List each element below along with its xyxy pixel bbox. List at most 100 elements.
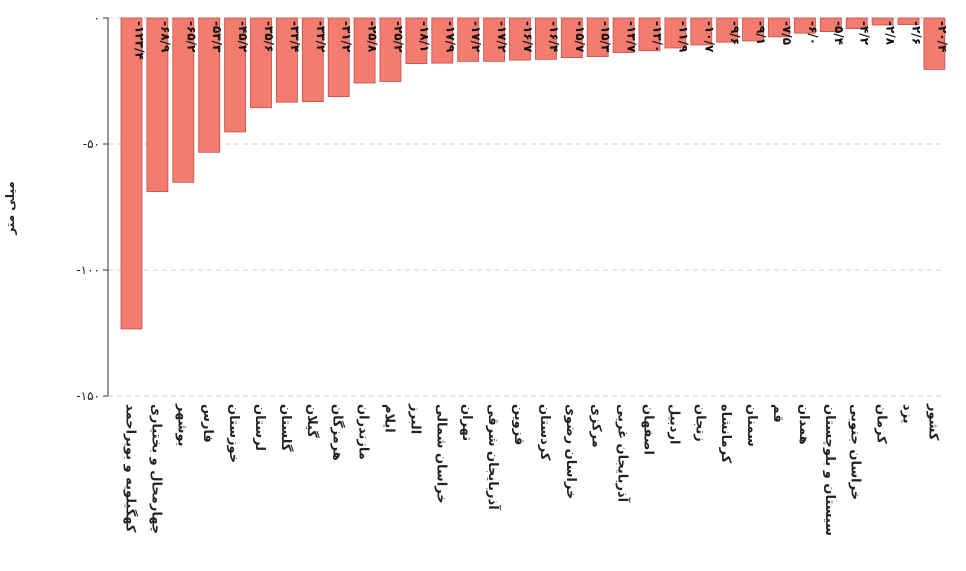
value-label: -۹/۱ (754, 21, 768, 45)
value-label: -۳۳/۲ (314, 21, 328, 53)
value-label: -۱۳/۰ (651, 21, 665, 52)
category-label: آذربایجان غربی (615, 404, 632, 503)
category-label: کهگیلویه و بویراحمد (123, 404, 139, 533)
bar (690, 17, 713, 46)
category-label: گیلان (304, 404, 320, 438)
category-label: خوزستان (226, 404, 241, 463)
value-label: -۱۶/۴ (547, 21, 561, 52)
value-label: -۱۷/۹ (443, 21, 457, 53)
bar (379, 17, 402, 82)
category-label: قزوین (511, 404, 526, 445)
bar (897, 17, 920, 25)
bar (405, 17, 428, 65)
category-label: فارس (200, 404, 215, 443)
y-tick-label: -۱۵۰ (76, 389, 100, 403)
bar (250, 17, 272, 109)
bar (871, 17, 894, 26)
value-label: -۱۳/۷ (625, 21, 639, 53)
value-label: -۶۵/۲ (184, 21, 198, 53)
bar (535, 17, 557, 60)
value-label: -۱۲۳/۴ (133, 21, 147, 60)
category-label: اردبیل (666, 404, 681, 444)
bar (483, 17, 506, 62)
category-label: تهران (459, 404, 474, 441)
value-label: -۲۵/۲ (392, 21, 406, 53)
category-label: اصفهان (641, 404, 656, 455)
value-label: -۱۱/۹ (676, 21, 690, 53)
category-labels: کهگیلویه و بویراحمد چهارمحال و بختیاری بوش… (123, 403, 941, 536)
category-label: خراسان رضوی (563, 404, 578, 499)
bar (742, 17, 764, 42)
value-label: -۱۰/۷ (702, 21, 716, 53)
value-label: -۱۵/۳ (599, 21, 613, 53)
category-label: کشور (925, 403, 940, 441)
value-label: -۱۷/۲ (495, 21, 509, 53)
bar (275, 17, 298, 103)
bar (819, 17, 842, 33)
value-label: -۴۵/۲ (236, 21, 250, 53)
category-label: کرمانشاه (718, 404, 733, 464)
category-label: کردستان (537, 404, 552, 461)
value-label: -۷/۵ (780, 21, 794, 45)
y-axis: ۰ -۵۰ -۱۰۰ -۱۵۰ (76, 11, 109, 403)
value-label: -۱۷/۲ (469, 21, 483, 53)
bar (457, 17, 480, 62)
category-label: مرکزی (589, 404, 604, 448)
category-label: مازندران (356, 404, 371, 460)
bar (612, 17, 635, 53)
bar (509, 17, 531, 61)
category-label: آذربایجان شرقی (485, 404, 502, 510)
bar (923, 17, 946, 70)
category-label: همدان (796, 404, 811, 445)
value-label: -۲۰/۴ (935, 21, 949, 52)
category-label: قم (770, 404, 785, 423)
bar (327, 17, 350, 98)
category-label: خراسان جنوبی (848, 404, 863, 500)
value-label: -۴/۲ (858, 21, 872, 46)
y-tick-label: -۱۰۰ (76, 263, 100, 277)
value-label: -۵/۴ (832, 21, 846, 45)
category-label: سمنان (744, 404, 759, 447)
value-label: -۲۵/۸ (366, 21, 380, 53)
bar (586, 17, 609, 57)
bar (664, 17, 687, 49)
value-label: -۵۳/۳ (210, 21, 224, 53)
category-label: هرمزگان (330, 404, 346, 461)
category-label: سیستان و بلوچستان (822, 404, 837, 536)
category-label: گلستان (278, 404, 294, 452)
value-label: -۲/۶ (910, 21, 924, 45)
bar (146, 17, 169, 193)
category-label: یزد (900, 404, 915, 424)
bar (845, 17, 868, 29)
value-label: -۶۸/۹ (158, 21, 172, 53)
bar (172, 17, 195, 183)
value-label: -۳۵/۶ (262, 21, 276, 52)
category-label: خراسان شمالی (433, 404, 448, 504)
bars (120, 17, 946, 330)
bar (120, 17, 143, 330)
bar (794, 17, 816, 34)
value-label: -۲/۸ (884, 21, 898, 46)
bar (560, 17, 583, 58)
value-label: -۱۸/۱ (417, 21, 431, 52)
value-labels: -۱۲۳/۴ -۶۸/۹ -۶۵/۲ -۵۳/۳ -۴۵/۲ -۳۵/۶ -۳۳/۴ -۳۳/… (133, 21, 950, 60)
y-tick-label: -۵۰ (83, 137, 100, 151)
bar (301, 17, 324, 103)
category-label: البرز (407, 403, 422, 434)
category-label: لرستان (252, 404, 267, 451)
bar (638, 17, 661, 52)
value-label: -۱۵/۷ (573, 21, 587, 53)
bar (198, 17, 221, 153)
y-axis-title: میلی متر (3, 181, 17, 235)
y-tick-label: ۰ (94, 11, 100, 25)
value-label: -۱۶/۷ (521, 21, 535, 53)
bar (353, 17, 376, 84)
bar (716, 17, 739, 43)
bar (224, 17, 247, 133)
category-label: چهارمحال و بختیاری (148, 404, 163, 534)
value-label: -۹/۶ (728, 21, 742, 45)
category-label: ایلام (382, 404, 397, 433)
bar (431, 17, 454, 64)
category-label: کرمان (874, 404, 889, 444)
